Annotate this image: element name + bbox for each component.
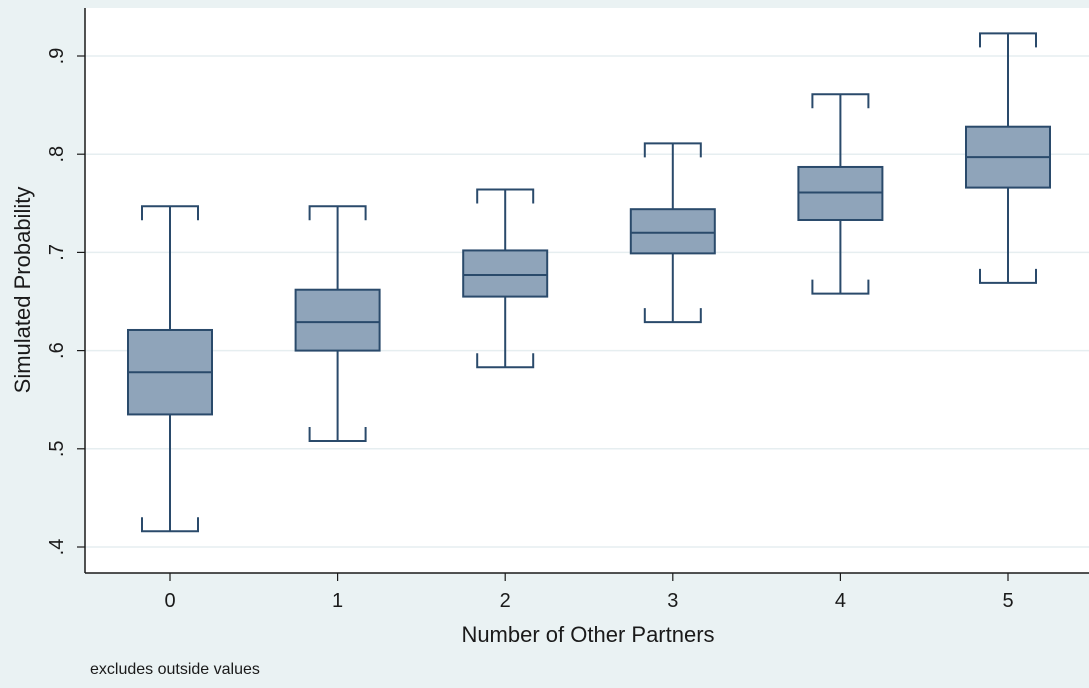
y-tick-label: .4 xyxy=(46,539,68,556)
plot-area xyxy=(85,8,1089,573)
x-tick-label: 2 xyxy=(500,590,511,612)
x-tick-label: 5 xyxy=(1002,590,1013,612)
y-tick-label: .5 xyxy=(46,440,68,457)
y-tick-label: .6 xyxy=(46,342,68,359)
box-group-1 xyxy=(294,205,381,442)
box-group-3 xyxy=(629,142,716,324)
whisker-cap-lower xyxy=(141,517,199,533)
gridlines xyxy=(85,55,1089,548)
whisker-cap-lower xyxy=(308,426,367,442)
iqr-box xyxy=(629,208,716,255)
whisker-cap-lower xyxy=(979,268,1037,284)
whisker-cap-upper xyxy=(643,142,702,158)
iqr-box xyxy=(462,249,549,298)
y-tick-label: .7 xyxy=(46,244,68,261)
whisker-cap-lower xyxy=(476,353,535,369)
x-tick-label: 0 xyxy=(164,590,175,612)
whisker-cap-upper xyxy=(811,93,870,109)
y-tick-label: .9 xyxy=(46,48,68,65)
box-group-5 xyxy=(965,32,1051,284)
whisker-cap-upper xyxy=(308,205,367,221)
x-tick-label: 1 xyxy=(332,590,343,612)
x-tick-label: 3 xyxy=(667,590,678,612)
x-tick-label: 4 xyxy=(835,590,846,612)
whisker-cap-upper xyxy=(141,205,199,221)
x-axis-title: Number of Other Partners xyxy=(461,622,714,647)
box-group-4 xyxy=(797,93,884,295)
y-axis-title: Simulated Probability xyxy=(10,187,35,394)
chart-note: excludes outside values xyxy=(90,661,260,678)
whisker-cap-lower xyxy=(643,308,702,324)
whisker-cap-upper xyxy=(979,32,1037,48)
iqr-box xyxy=(294,288,381,352)
y-tick-label: .8 xyxy=(46,146,68,163)
box-group-0 xyxy=(127,205,213,533)
whisker-cap-lower xyxy=(811,279,870,295)
boxes xyxy=(127,32,1051,533)
axes: .4 .5 .6 .7 .8 .9 0 1 2 3 4 5 xyxy=(46,8,1089,612)
box-group-2 xyxy=(462,188,549,369)
whisker-cap-upper xyxy=(476,188,535,204)
